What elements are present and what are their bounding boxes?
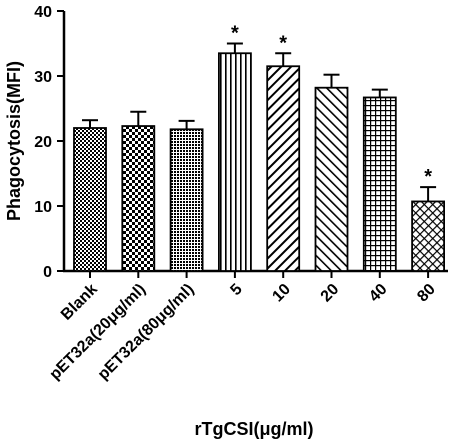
bars: * * * [73, 23, 446, 272]
x-axis-title: rTgCSI(μg/ml) [194, 419, 313, 439]
bar-6 [362, 96, 397, 272]
y-axis-title: Phagocytosis(MFI) [4, 61, 24, 221]
y-tick-label: 0 [43, 264, 52, 281]
x-tick-label: 5 [227, 281, 245, 299]
bar-2 [169, 128, 204, 272]
significance-marker-7: * [424, 166, 432, 188]
bar-5 [314, 86, 349, 272]
x-tick-label: 10 [269, 281, 294, 306]
bar-1 [121, 125, 156, 272]
y-tick-label: 10 [34, 199, 52, 216]
significance-marker-4: * [279, 32, 287, 54]
bar-4 [266, 65, 301, 272]
y-ticks: 0 10 20 30 40 [34, 4, 64, 281]
y-tick-label: 20 [34, 134, 52, 151]
x-tick-label: 80 [414, 281, 439, 306]
bar-7 [411, 200, 446, 272]
bar-0 [73, 127, 107, 272]
x-tick-label: 20 [318, 281, 343, 306]
x-tick-label: Blank [58, 281, 101, 324]
y-tick-label: 40 [34, 4, 52, 21]
x-tick-label: 40 [366, 281, 391, 306]
significance-marker-3: * [231, 23, 239, 45]
bar-3 [217, 52, 252, 272]
y-tick-label: 30 [34, 69, 52, 86]
x-tick-label: pET32a(80μg/ml) [95, 281, 198, 384]
